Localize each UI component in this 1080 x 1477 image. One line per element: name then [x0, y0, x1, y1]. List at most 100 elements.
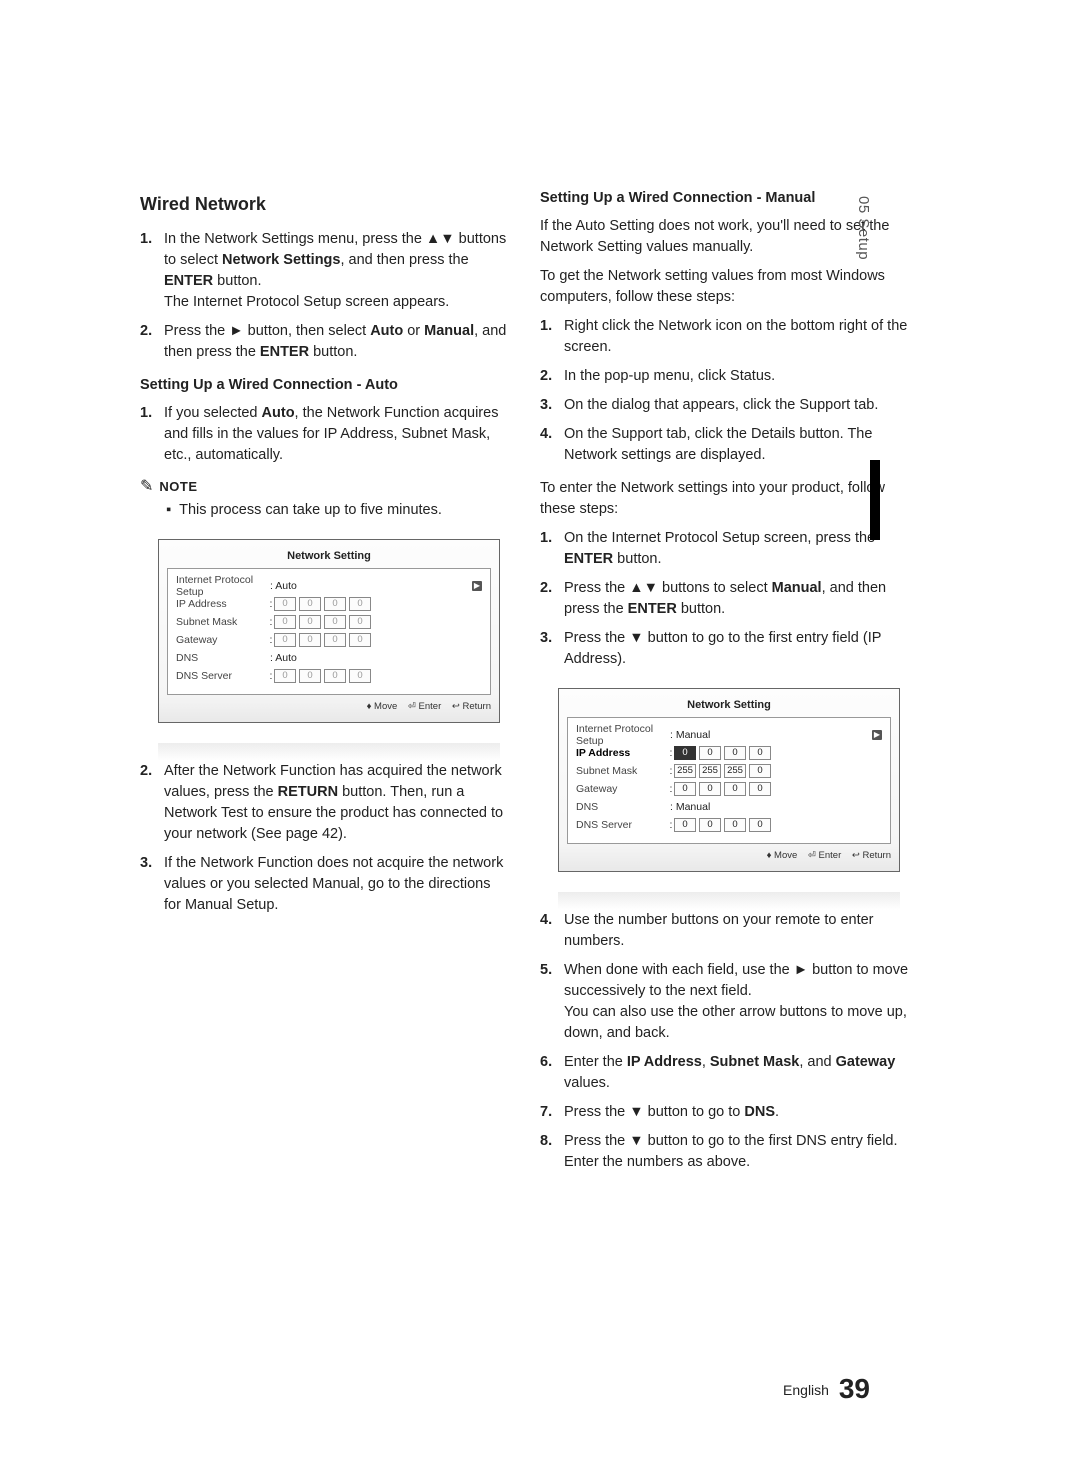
subhead-auto: Setting Up a Wired Connection - Auto	[140, 377, 510, 393]
list-item: 2.Press the ▲▼ buttons to select Manual,…	[540, 578, 910, 620]
footer-return: ↩ Return	[852, 850, 891, 861]
list-body: Press the ▼ button to go to the first DN…	[564, 1131, 910, 1173]
list-number: 1.	[140, 403, 164, 466]
ip-octet: 0	[749, 818, 771, 832]
panel-auto-reflection	[158, 743, 500, 761]
list-body: On the dialog that appears, click the Su…	[564, 395, 910, 416]
side-tab-label: 05 Setup	[855, 196, 872, 260]
panel-manual: Network Setting Internet Protocol Setup:…	[558, 688, 900, 872]
list-item: 7.Press the ▼ button to go to DNS.	[540, 1102, 910, 1123]
ip-octets: 2552552550	[674, 764, 771, 778]
right-column: Setting Up a Wired Connection - Manual I…	[540, 190, 960, 1181]
ip-octet: 0	[299, 633, 321, 647]
left-column: Wired Network 1.In the Network Settings …	[140, 190, 510, 1181]
ip-octet: 0	[274, 669, 296, 683]
list-item: 8.Press the ▼ button to go to the first …	[540, 1131, 910, 1173]
ip-octets: 0000	[274, 669, 371, 683]
footer-return: ↩ Return	[452, 701, 491, 712]
ip-octets: 0000	[674, 782, 771, 796]
panel-row-label: Gateway	[176, 634, 268, 646]
list-item: 1.If you selected Auto, the Network Func…	[140, 403, 510, 466]
note-row: ✎ NOTE	[140, 476, 510, 496]
list-number: 4.	[540, 910, 564, 952]
panel-row: IP Address:0000	[176, 596, 482, 611]
ip-octet: 0	[749, 746, 771, 760]
ip-octets: 0000	[274, 597, 371, 611]
enter-intro: To enter the Network settings into your …	[540, 478, 910, 520]
edge-tab-marker	[870, 460, 880, 540]
ip-octet: 0	[349, 597, 371, 611]
list-item: 2.After the Network Function has acquire…	[140, 761, 510, 845]
panel-manual-reflection	[558, 892, 900, 910]
ip-octet: 0	[724, 782, 746, 796]
page-footer-lang: English	[783, 1382, 829, 1398]
panel-row-label: DNS	[176, 652, 268, 664]
panel-row-label: DNS Server	[176, 670, 268, 682]
ip-octet: 0	[674, 818, 696, 832]
list-body: Press the ▼ button to go to DNS.	[564, 1102, 910, 1123]
footer-enter: ⏎ Enter	[808, 850, 841, 861]
auto-steps-top: 1.If you selected Auto, the Network Func…	[140, 403, 510, 466]
list-body: On the Support tab, click the Details bu…	[564, 424, 910, 466]
ip-octets: 0000	[674, 746, 771, 760]
ip-octet: 255	[674, 764, 696, 778]
ip-octet: 255	[724, 764, 746, 778]
page: 05 Setup Wired Network 1.In the Network …	[0, 0, 1080, 1477]
bullet-icon: ▪	[166, 500, 171, 521]
chevron-right-icon: ▶	[472, 581, 482, 591]
panel-manual-wrap: Network Setting Internet Protocol Setup:…	[540, 688, 910, 910]
list-item: 5.When done with each field, use the ► b…	[540, 960, 910, 1044]
ip-octets: 0000	[274, 615, 371, 629]
list-number: 8.	[540, 1131, 564, 1173]
note-label: NOTE	[159, 479, 197, 494]
list-number: 2.	[140, 321, 164, 363]
list-body: When done with each field, use the ► but…	[564, 960, 910, 1044]
panel-row-label: DNS	[576, 801, 668, 813]
list-item: 1.In the Network Settings menu, press th…	[140, 229, 510, 313]
list-number: 3.	[140, 853, 164, 916]
panel-row: DNS: Manual	[576, 799, 882, 814]
footer-move: ♦ Move	[367, 701, 398, 712]
list-item: 1.On the Internet Protocol Setup screen,…	[540, 528, 910, 570]
panel-row-value: : Auto	[268, 652, 297, 664]
panel-auto-footer: ♦ Move ⏎ Enter ↩ Return	[167, 701, 491, 712]
content-columns: Wired Network 1.In the Network Settings …	[140, 190, 960, 1181]
ip-octet: 0	[299, 597, 321, 611]
panel-row-label: DNS Server	[576, 819, 668, 831]
ip-octets: 0000	[274, 633, 371, 647]
list-number: 5.	[540, 960, 564, 1044]
ip-octet: 0	[324, 615, 346, 629]
list-item: 3.On the dialog that appears, click the …	[540, 395, 910, 416]
list-body: On the Internet Protocol Setup screen, p…	[564, 528, 910, 570]
panel-row-value: : Manual	[668, 729, 710, 741]
panel-manual-footer: ♦ Move ⏎ Enter ↩ Return	[567, 850, 891, 861]
list-number: 3.	[540, 395, 564, 416]
panel-row-label: Subnet Mask	[176, 616, 268, 628]
list-body: Press the ► button, then select Auto or …	[164, 321, 510, 363]
enter-steps-top: 1.On the Internet Protocol Setup screen,…	[540, 528, 910, 670]
ip-octet: 0	[349, 633, 371, 647]
ip-octet: 0	[674, 746, 696, 760]
list-body: In the pop-up menu, click Status.	[564, 366, 910, 387]
ip-octet: 0	[324, 633, 346, 647]
panel-manual-box: Internet Protocol Setup: Manual▶IP Addre…	[567, 717, 891, 844]
list-number: 3.	[540, 628, 564, 670]
intro-steps: 1.In the Network Settings menu, press th…	[140, 229, 510, 363]
panel-row-value: : Auto	[268, 580, 297, 592]
panel-auto-title: Network Setting	[167, 550, 491, 562]
ip-octet: 0	[749, 764, 771, 778]
chevron-right-icon: ▶	[872, 730, 882, 740]
ip-octet: 0	[349, 615, 371, 629]
panel-auto: Network Setting Internet Protocol Setup:…	[158, 539, 500, 723]
list-item: 3.If the Network Function does not acqui…	[140, 853, 510, 916]
list-number: 2.	[540, 578, 564, 620]
list-number: 4.	[540, 424, 564, 466]
auto-steps-bottom: 2.After the Network Function has acquire…	[140, 761, 510, 916]
list-item: 1.Right click the Network icon on the bo…	[540, 316, 910, 358]
list-number: 2.	[140, 761, 164, 845]
panel-auto-wrap: Network Setting Internet Protocol Setup:…	[140, 539, 510, 761]
manual-intro-2: To get the Network setting values from m…	[540, 266, 910, 308]
list-item: 2.In the pop-up menu, click Status.	[540, 366, 910, 387]
list-body: If the Network Function does not acquire…	[164, 853, 510, 916]
panel-row-label: Internet Protocol Setup	[576, 723, 668, 747]
